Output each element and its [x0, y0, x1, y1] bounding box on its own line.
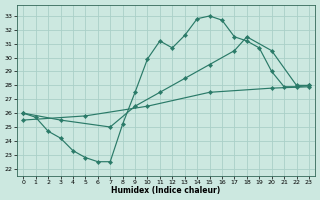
X-axis label: Humidex (Indice chaleur): Humidex (Indice chaleur) — [111, 186, 221, 195]
